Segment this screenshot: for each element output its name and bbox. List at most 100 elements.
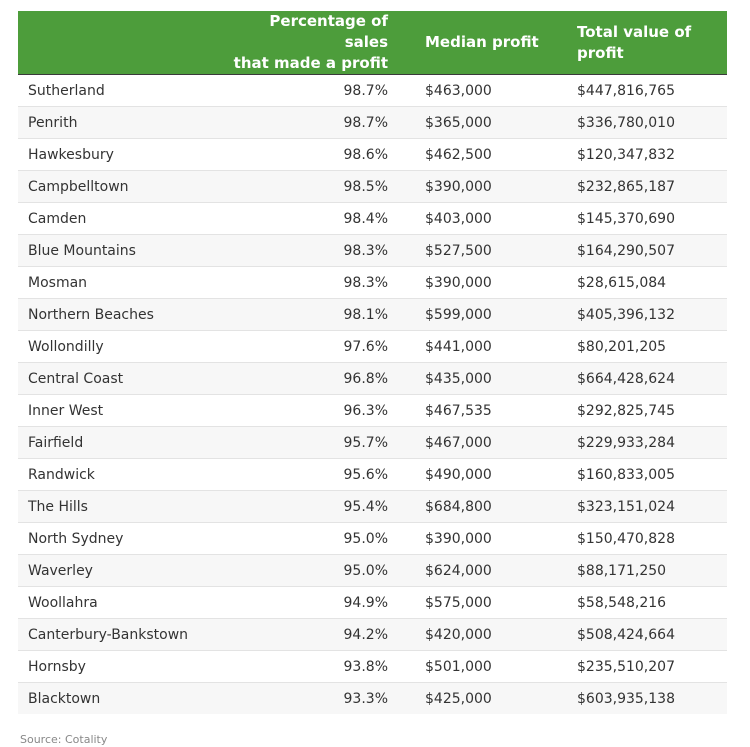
table-row: Mosman 98.3% $390,000 $28,615,084 [18,266,727,299]
cell-region: Hawkesbury [18,138,228,171]
cell-median-profit: $435,000 [403,362,577,395]
cell-total-profit: $28,615,084 [577,266,727,299]
cell-total-profit: $664,428,624 [577,362,727,395]
table-row: Sutherland 98.7% $463,000 $447,816,765 [18,74,727,107]
table-row: Campbelltown 98.5% $390,000 $232,865,187 [18,170,727,203]
header-region [18,11,228,75]
cell-median-profit: $403,000 [403,202,577,235]
cell-region: Camden [18,202,228,235]
cell-region: Blue Mountains [18,234,228,267]
cell-median-profit: $624,000 [403,554,577,587]
cell-percentage: 93.8% [228,650,403,683]
table-row: Camden 98.4% $403,000 $145,370,690 [18,202,727,235]
cell-percentage: 97.6% [228,330,403,363]
cell-total-profit: $336,780,010 [577,106,727,139]
cell-median-profit: $390,000 [403,170,577,203]
cell-total-profit: $58,548,216 [577,586,727,619]
cell-median-profit: $599,000 [403,298,577,331]
cell-region: Waverley [18,554,228,587]
table-row: Northern Beaches 98.1% $599,000 $405,396,13… [18,298,727,331]
header-percentage-line1: Percentage of sales [269,12,388,51]
table-row: Fairfield 95.7% $467,000 $229,933,284 [18,426,727,459]
cell-percentage: 98.1% [228,298,403,331]
table-header: Percentage of sales that made a profit M… [18,11,727,75]
cell-total-profit: $323,151,024 [577,490,727,523]
cell-region: Penrith [18,106,228,139]
cell-region: Woollahra [18,586,228,619]
cell-percentage: 98.5% [228,170,403,203]
cell-median-profit: $463,000 [403,74,577,107]
cell-region: Blacktown [28,690,101,707]
table-row: Penrith 98.7% $365,000 $336,780,010 [18,106,727,139]
cell-percentage: 98.7% [228,106,403,139]
table-row: North Sydney 95.0% $390,000 $150,470,828 [18,522,727,555]
cell-total-profit: $232,865,187 [577,170,727,203]
header-percentage-line2: that made a profit [233,54,388,72]
table-row: Canterbury-Bankstown 94.2% $420,000 $508,42… [18,618,727,651]
table-row: Waverley 95.0% $624,000 $88,171,250 [18,554,727,587]
cell-region: Hornsby [18,650,228,683]
cell-median-profit: $490,000 [403,458,577,491]
cell-percentage: 94.9% [228,586,403,619]
cell-percentage: 93.3% [343,690,388,707]
cell-total-profit: $120,347,832 [577,138,727,171]
table-row: Inner West 96.3% $467,535 $292,825,745 [18,394,727,427]
header-percentage: Percentage of sales that made a profit [228,11,403,75]
cell-median-profit: $467,000 [403,426,577,459]
cell-median-profit: $390,000 [403,522,577,555]
table-row: Randwick 95.6% $490,000 $160,833,005 [18,458,727,491]
cell-total-profit: $164,290,507 [577,234,727,267]
table-row: Hawkesbury 98.6% $462,500 $120,347,832 [18,138,727,171]
cell-percentage: 98.6% [228,138,403,171]
profit-table-container: Percentage of sales that made a profit M… [18,11,727,714]
cell-total-profit: $229,933,284 [577,426,727,459]
table-row: Blacktown 93.3% $425,000 $603,935,138 [18,682,727,714]
cell-total-profit: $508,424,664 [577,618,727,651]
cell-region: Fairfield [18,426,228,459]
cell-region: Central Coast [18,362,228,395]
cell-region: Campbelltown [18,170,228,203]
cell-percentage: 96.8% [228,362,403,395]
cell-percentage: 95.7% [228,426,403,459]
cell-region: Northern Beaches [18,298,228,331]
header-row: Percentage of sales that made a profit M… [18,11,727,75]
cell-region: Randwick [18,458,228,491]
cell-percentage: 95.0% [228,554,403,587]
cell-percentage: 95.6% [228,458,403,491]
cell-total-profit: $447,816,765 [577,74,727,107]
cell-percentage: 98.3% [228,234,403,267]
cell-percentage: 95.0% [228,522,403,555]
cell-median-profit: $390,000 [403,266,577,299]
cell-median-profit: $365,000 [403,106,577,139]
cell-region: Mosman [18,266,228,299]
cell-total-profit: $145,370,690 [577,202,727,235]
profit-table: Percentage of sales that made a profit M… [18,11,727,714]
cell-percentage: 98.3% [228,266,403,299]
cell-region: Canterbury-Bankstown [18,618,228,651]
header-total-profit: Total value of profit [577,11,727,75]
cell-total-profit: $150,470,828 [577,522,727,555]
cell-percentage: 98.7% [228,74,403,107]
table-row: Woollahra 94.9% $575,000 $58,548,216 [18,586,727,619]
cell-total-profit: $603,935,138 [577,690,675,707]
cell-percentage: 98.4% [228,202,403,235]
cell-median-profit: $684,800 [403,490,577,523]
table-row: Hornsby 93.8% $501,000 $235,510,207 [18,650,727,683]
cell-median-profit: $441,000 [403,330,577,363]
cell-median-profit: $467,535 [403,394,577,427]
table-row: Wollondilly 97.6% $441,000 $80,201,205 [18,330,727,363]
cell-median-profit: $501,000 [403,650,577,683]
cell-total-profit: $405,396,132 [577,298,727,331]
table-row: Blue Mountains 98.3% $527,500 $164,290,507 [18,234,727,267]
cell-median-profit: $425,000 [425,690,492,707]
header-median-profit: Median profit [403,11,577,75]
cell-median-profit: $420,000 [403,618,577,651]
cell-total-profit: $292,825,745 [577,394,727,427]
cell-total-profit: $160,833,005 [577,458,727,491]
cell-median-profit: $575,000 [403,586,577,619]
cell-total-profit: $80,201,205 [577,330,727,363]
cell-region: The Hills [18,490,228,523]
source-note: Source: Cotality [20,733,108,746]
cell-percentage: 96.3% [228,394,403,427]
cell-region: Inner West [18,394,228,427]
